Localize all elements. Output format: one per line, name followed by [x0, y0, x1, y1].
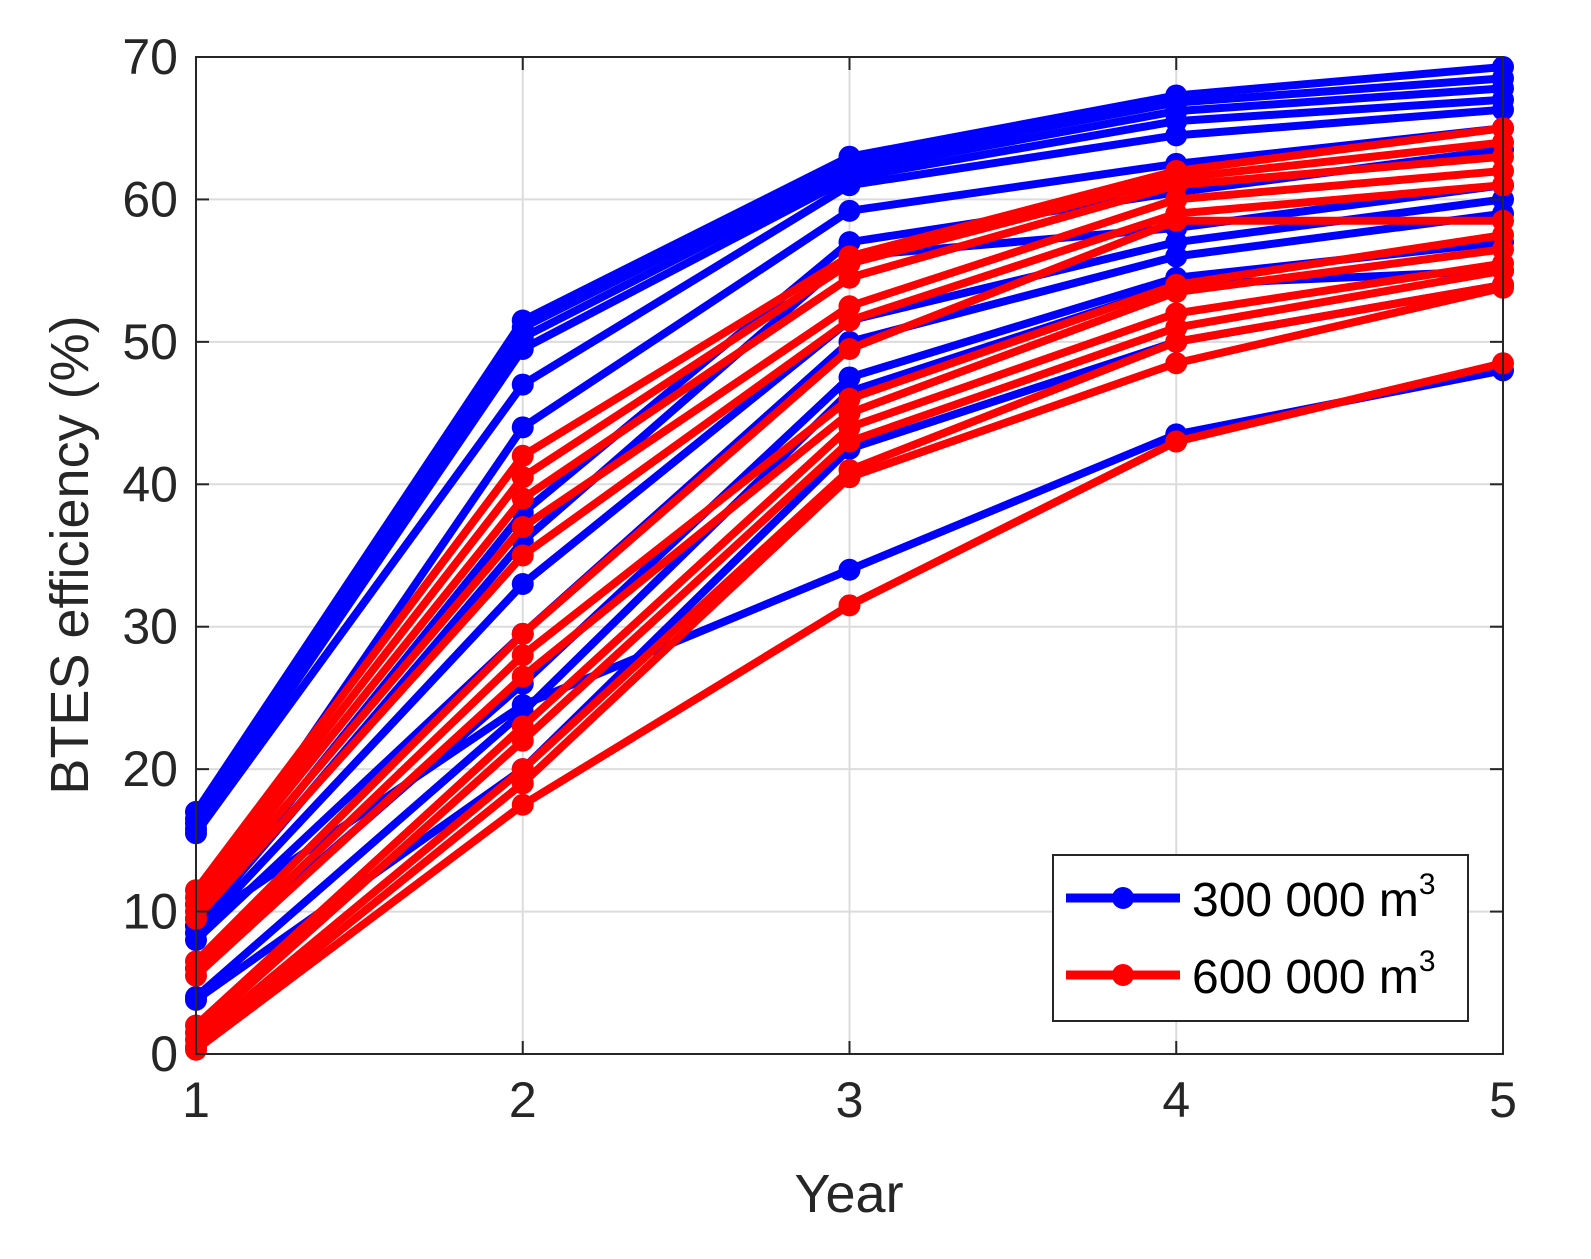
legend-marker-600000: [1112, 964, 1134, 986]
data-point: [511, 466, 534, 489]
y-tick-label: 10: [122, 884, 178, 940]
data-point: [511, 337, 534, 360]
data-point: [1165, 352, 1188, 375]
data-point: [511, 665, 534, 688]
legend: 300 000 m3 600 000 m3: [1052, 854, 1469, 1022]
y-tick-label: 60: [122, 171, 178, 227]
data-point: [511, 772, 534, 795]
data-point: [511, 622, 534, 645]
data-point: [838, 430, 861, 453]
legend-label-300000: 300 000 m3: [1192, 868, 1436, 927]
legend-box: [1052, 854, 1469, 1022]
y-axis: 0 10 20 30 40 50 60 70: [122, 29, 1503, 1082]
data-point: [511, 516, 534, 539]
data-point: [511, 793, 534, 816]
data-point: [511, 729, 534, 752]
x-axis-label: Year: [794, 1164, 903, 1224]
data-point: [838, 466, 861, 489]
data-point: [511, 444, 534, 467]
data-point: [838, 309, 861, 332]
data-point: [838, 199, 861, 222]
x-tick-label: 5: [1489, 1072, 1517, 1128]
x-tick-label: 4: [1162, 1072, 1190, 1128]
data-point: [511, 644, 534, 667]
y-tick-label: 20: [122, 741, 178, 797]
data-point: [511, 694, 534, 717]
data-point: [838, 266, 861, 289]
x-tick-label: 3: [836, 1072, 864, 1128]
data-point: [838, 594, 861, 617]
series-layer: [185, 55, 1514, 1061]
y-tick-label: 50: [122, 314, 178, 370]
data-point: [1165, 430, 1188, 453]
legend-label-600000: 600 000 m3: [1192, 945, 1436, 1004]
data-point: [511, 416, 534, 439]
data-point: [1165, 330, 1188, 353]
x-tick-label: 1: [182, 1072, 210, 1128]
data-point: [1165, 281, 1188, 304]
data-point: [838, 558, 861, 581]
y-tick-label: 30: [122, 599, 178, 655]
series-19: [185, 174, 1514, 930]
legend-marker-300000: [1112, 887, 1134, 909]
y-tick-label: 0: [150, 1026, 178, 1082]
x-axis: 1 2 3 4 5: [182, 57, 1517, 1128]
x-tick-label: 2: [509, 1072, 537, 1128]
data-point: [511, 544, 534, 567]
data-point: [838, 337, 861, 360]
data-point: [1165, 124, 1188, 147]
y-tick-label: 70: [122, 29, 178, 85]
y-axis-label: BTES efficiency (%): [40, 315, 100, 794]
series-24: [185, 259, 1514, 1044]
data-point: [511, 373, 534, 396]
data-point: [838, 174, 861, 197]
data-point: [511, 572, 534, 595]
y-tick-label: 40: [122, 456, 178, 512]
data-point: [511, 487, 534, 510]
data-point: [1165, 209, 1188, 232]
data-point: [1165, 245, 1188, 268]
